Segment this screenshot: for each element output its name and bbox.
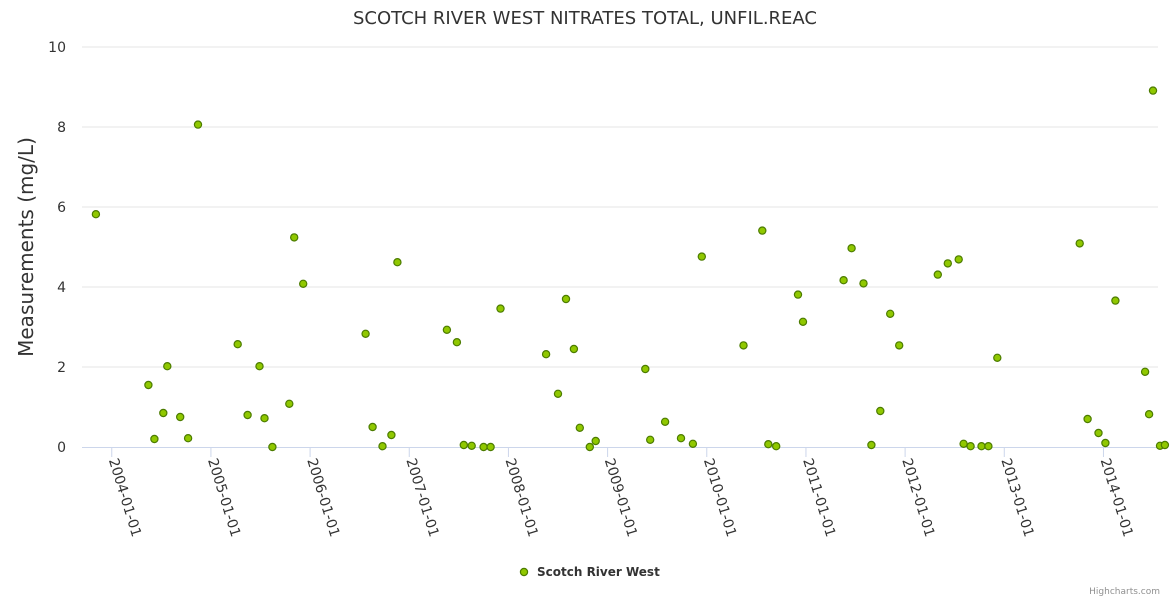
data-point[interactable] bbox=[798, 317, 808, 326]
data-point[interactable] bbox=[954, 255, 963, 264]
y-tick-label: 8 bbox=[57, 120, 66, 136]
data-point[interactable] bbox=[299, 279, 308, 288]
data-point[interactable] bbox=[91, 209, 101, 219]
x-tick-label: 2011-01-01 bbox=[799, 456, 838, 538]
data-point[interactable] bbox=[676, 434, 686, 443]
data-point[interactable] bbox=[984, 442, 993, 451]
x-tick-label: 2008-01-01 bbox=[502, 456, 541, 538]
data-point[interactable] bbox=[1094, 428, 1103, 438]
data-point[interactable] bbox=[144, 380, 153, 390]
data-point[interactable] bbox=[886, 309, 895, 318]
data-point[interactable] bbox=[575, 423, 585, 432]
data-point[interactable] bbox=[183, 434, 193, 443]
data-point[interactable] bbox=[793, 290, 803, 299]
data-point[interactable] bbox=[290, 233, 299, 242]
y-tick-label: 10 bbox=[48, 40, 66, 56]
data-point[interactable] bbox=[959, 439, 968, 448]
data-point[interactable] bbox=[660, 417, 670, 426]
x-tick-label: 2005-01-01 bbox=[204, 456, 243, 538]
data-point[interactable] bbox=[966, 442, 975, 451]
data-point[interactable] bbox=[561, 294, 571, 304]
data-point[interactable] bbox=[285, 399, 294, 408]
legend[interactable]: Scotch River West bbox=[519, 565, 660, 579]
data-point[interactable] bbox=[1075, 239, 1084, 248]
data-point[interactable] bbox=[496, 304, 505, 313]
data-point[interactable] bbox=[452, 338, 462, 347]
data-point[interactable] bbox=[393, 258, 402, 267]
data-point[interactable] bbox=[459, 440, 468, 450]
data-point[interactable] bbox=[1111, 296, 1120, 305]
data-point[interactable] bbox=[486, 442, 495, 452]
y-axis-ticks: 0 2 4 6 8 10 bbox=[48, 40, 66, 456]
data-point[interactable] bbox=[839, 276, 848, 285]
data-point[interactable] bbox=[859, 279, 868, 288]
data-point[interactable] bbox=[943, 259, 953, 268]
x-tick-label: 2007-01-01 bbox=[402, 456, 441, 538]
data-point[interactable] bbox=[847, 243, 856, 253]
data-point[interactable] bbox=[268, 442, 277, 452]
data-point[interactable] bbox=[646, 435, 655, 444]
y-gridlines bbox=[82, 46, 1158, 368]
data-point[interactable] bbox=[442, 325, 452, 334]
data-point[interactable] bbox=[977, 442, 986, 451]
x-tick-label: 2012-01-01 bbox=[898, 456, 937, 538]
data-point[interactable] bbox=[933, 270, 943, 279]
data-point[interactable] bbox=[163, 362, 172, 371]
x-tick-label: 2006-01-01 bbox=[303, 456, 342, 538]
chart-title: SCOTCH RIVER WEST NITRATES TOTAL, UNFIL.… bbox=[353, 8, 817, 29]
data-point[interactable] bbox=[243, 410, 252, 420]
data-point[interactable] bbox=[467, 441, 476, 450]
series-scotch-river-west[interactable] bbox=[91, 86, 1170, 452]
x-tick-label: 2009-01-01 bbox=[601, 456, 640, 538]
x-tick-label: 2010-01-01 bbox=[700, 456, 739, 538]
data-point[interactable] bbox=[387, 430, 396, 440]
data-point[interactable] bbox=[260, 414, 269, 423]
data-point[interactable] bbox=[1144, 410, 1154, 419]
legend-label[interactable]: Scotch River West bbox=[537, 565, 660, 579]
data-point[interactable] bbox=[159, 408, 168, 418]
data-point[interactable] bbox=[1101, 438, 1110, 448]
data-point[interactable] bbox=[641, 364, 650, 374]
data-point[interactable] bbox=[541, 350, 551, 359]
x-tick-label: 2013-01-01 bbox=[997, 456, 1036, 538]
data-point[interactable] bbox=[1148, 86, 1158, 95]
y-tick-label: 2 bbox=[57, 360, 66, 376]
y-axis-label: Measurements (mg/L) bbox=[14, 137, 38, 357]
data-point[interactable] bbox=[585, 442, 595, 452]
data-point[interactable] bbox=[697, 252, 707, 261]
y-tick-label: 4 bbox=[57, 280, 66, 296]
data-point[interactable] bbox=[1083, 414, 1092, 424]
x-tick-label: 2004-01-01 bbox=[105, 456, 144, 538]
data-point[interactable] bbox=[368, 422, 377, 432]
data-point[interactable] bbox=[876, 406, 885, 416]
data-point[interactable] bbox=[255, 362, 264, 371]
data-point[interactable] bbox=[764, 440, 773, 449]
data-point[interactable] bbox=[378, 442, 387, 451]
credits-link[interactable]: Highcharts.com bbox=[1089, 587, 1160, 597]
data-point[interactable] bbox=[895, 341, 904, 350]
data-point[interactable] bbox=[993, 353, 1002, 362]
data-point[interactable] bbox=[233, 340, 242, 349]
data-point[interactable] bbox=[193, 120, 203, 129]
data-point[interactable] bbox=[739, 341, 748, 350]
data-point[interactable] bbox=[1140, 367, 1150, 376]
x-axis-ticks: 2004-01-01 2005-01-01 2006-01-01 2007-01-01… bbox=[105, 447, 1136, 539]
data-point[interactable] bbox=[361, 329, 370, 338]
data-point[interactable] bbox=[150, 434, 159, 444]
data-point[interactable] bbox=[553, 389, 563, 398]
y-tick-label: 6 bbox=[57, 200, 66, 216]
data-point[interactable] bbox=[1160, 440, 1170, 450]
y-tick-label: 0 bbox=[57, 440, 66, 456]
x-tick-label: 2014-01-01 bbox=[1097, 456, 1136, 538]
data-point[interactable] bbox=[479, 442, 488, 452]
data-point[interactable] bbox=[175, 412, 185, 422]
data-point[interactable] bbox=[867, 440, 876, 450]
data-point[interactable] bbox=[688, 439, 698, 448]
data-point[interactable] bbox=[772, 442, 781, 451]
data-point[interactable] bbox=[758, 226, 767, 235]
data-point[interactable] bbox=[569, 344, 579, 354]
legend-marker bbox=[519, 567, 529, 577]
data-point[interactable] bbox=[591, 436, 600, 446]
